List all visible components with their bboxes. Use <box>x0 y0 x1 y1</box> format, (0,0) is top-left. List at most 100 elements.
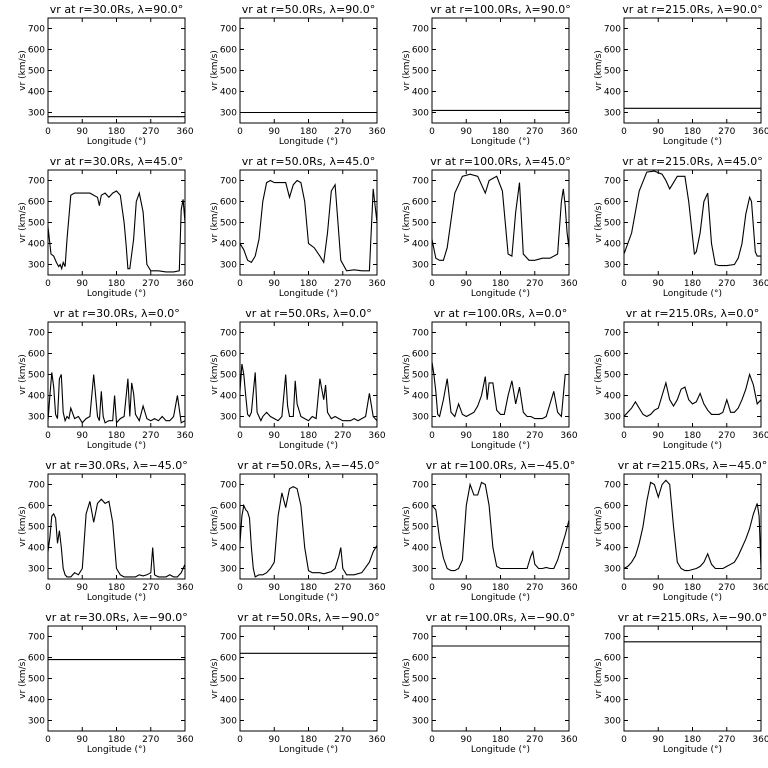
panel-title: vr at r=215.0Rs, λ=45.0° <box>622 155 762 168</box>
x-axis-label: Longitude (°) <box>471 441 530 451</box>
y-tick-label: 700 <box>604 329 621 339</box>
panel-2-2: vr at r=100.0Rs, λ=0.0° 0 90 180 270 360 300 40… <box>402 307 578 451</box>
panel-0-0: vr at r=30.0Rs, λ=90.0° 0 90 180 270 360 300 40… <box>18 3 194 147</box>
y-tick-label: 300 <box>28 109 45 119</box>
x-tick-label: 180 <box>492 431 509 441</box>
x-tick-label: 180 <box>300 279 317 289</box>
y-tick-label: 700 <box>220 329 237 339</box>
y-tick-label: 400 <box>28 392 45 402</box>
panel-title: vr at r=50.0Rs, λ=45.0° <box>242 155 375 168</box>
panel-0-2: vr at r=100.0Rs, λ=90.0° 0 90 180 270 360 300 4… <box>402 3 578 147</box>
y-tick-label: 300 <box>220 413 237 423</box>
panel-title: vr at r=100.0Rs, λ=−45.0° <box>426 459 576 472</box>
x-tick-label: 270 <box>142 127 159 137</box>
y-tick-label: 300 <box>604 109 621 119</box>
y-tick-label: 300 <box>604 413 621 423</box>
x-axis-label: Longitude (°) <box>279 137 338 147</box>
panel-0-1: vr at r=50.0Rs, λ=90.0° 0 90 180 270 360 300 40… <box>210 3 386 147</box>
x-tick-label: 270 <box>142 583 159 593</box>
x-tick-label: 270 <box>334 279 351 289</box>
y-tick-label: 500 <box>412 219 429 229</box>
y-tick-label: 600 <box>220 46 237 56</box>
x-axis-label: Longitude (°) <box>279 289 338 299</box>
y-tick-label: 700 <box>28 25 45 35</box>
x-tick-label: 360 <box>176 279 193 289</box>
x-tick-label: 360 <box>560 735 577 745</box>
axes-frame <box>623 473 762 580</box>
y-tick-label: 300 <box>28 261 45 271</box>
axes-frame <box>431 473 570 580</box>
y-tick-label: 500 <box>220 219 237 229</box>
panel-1-1: vr at r=50.0Rs, λ=45.0° 0 90 180 270 360 300 40… <box>210 155 386 299</box>
x-tick-label: 180 <box>300 431 317 441</box>
x-tick-label: 0 <box>429 583 435 593</box>
x-tick-label: 270 <box>718 583 735 593</box>
x-tick-label: 360 <box>368 127 385 137</box>
y-tick-label: 300 <box>220 109 237 119</box>
y-tick-label: 400 <box>604 88 621 98</box>
x-tick-label: 90 <box>269 735 281 745</box>
x-tick-label: 0 <box>237 431 243 441</box>
panel-title: vr at r=50.0Rs, λ=90.0° <box>242 3 375 16</box>
axes-frame <box>47 17 186 124</box>
y-axis-label: vr (km/s) <box>402 658 412 699</box>
y-axis-label: vr (km/s) <box>402 354 412 395</box>
y-tick-label: 300 <box>412 261 429 271</box>
x-tick-label: 180 <box>492 279 509 289</box>
y-tick-label: 500 <box>412 67 429 77</box>
y-tick-label: 400 <box>28 544 45 554</box>
y-tick-label: 700 <box>604 633 621 643</box>
y-tick-label: 400 <box>604 392 621 402</box>
x-tick-label: 90 <box>653 735 665 745</box>
x-tick-label: 180 <box>684 583 701 593</box>
y-axis-label: vr (km/s) <box>594 354 604 395</box>
y-tick-label: 700 <box>412 481 429 491</box>
x-tick-label: 180 <box>492 735 509 745</box>
x-tick-label: 180 <box>300 127 317 137</box>
y-axis-label: vr (km/s) <box>210 354 220 395</box>
panel-title: vr at r=30.0Rs, λ=−90.0° <box>45 611 188 624</box>
y-tick-label: 400 <box>220 392 237 402</box>
panel-0-3: vr at r=215.0Rs, λ=90.0° 0 90 180 270 360 300 4… <box>594 3 768 147</box>
panel-title: vr at r=100.0Rs, λ=90.0° <box>430 3 570 16</box>
x-tick-label: 360 <box>368 735 385 745</box>
x-tick-label: 90 <box>77 431 89 441</box>
x-axis-label: Longitude (°) <box>471 745 530 755</box>
panel-1-3: vr at r=215.0Rs, λ=45.0° 0 90 180 270 360 300 4… <box>594 155 768 299</box>
x-tick-label: 90 <box>461 735 473 745</box>
panel-title: vr at r=30.0Rs, λ=0.0° <box>53 307 179 320</box>
y-tick-label: 500 <box>28 67 45 77</box>
y-tick-label: 700 <box>28 481 45 491</box>
y-tick-label: 700 <box>220 25 237 35</box>
x-tick-label: 0 <box>237 583 243 593</box>
x-tick-label: 0 <box>237 279 243 289</box>
y-tick-label: 600 <box>604 654 621 664</box>
x-axis-label: Longitude (°) <box>279 593 338 603</box>
y-tick-label: 300 <box>604 565 621 575</box>
x-axis-label: Longitude (°) <box>87 593 146 603</box>
y-tick-label: 500 <box>604 67 621 77</box>
y-tick-label: 700 <box>220 481 237 491</box>
y-tick-label: 500 <box>604 675 621 685</box>
panel-title: vr at r=50.0Rs, λ=−90.0° <box>237 611 380 624</box>
y-axis-label: vr (km/s) <box>210 658 220 699</box>
y-tick-label: 400 <box>28 240 45 250</box>
y-tick-label: 500 <box>28 371 45 381</box>
panel-2-1: vr at r=50.0Rs, λ=0.0° 0 90 180 270 360 300 400… <box>210 307 386 451</box>
panel-title: vr at r=30.0Rs, λ=−45.0° <box>45 459 188 472</box>
x-tick-label: 360 <box>752 279 768 289</box>
y-tick-label: 700 <box>412 329 429 339</box>
x-tick-label: 360 <box>368 583 385 593</box>
x-tick-label: 0 <box>429 127 435 137</box>
y-tick-label: 300 <box>412 717 429 727</box>
panel-title: vr at r=100.0Rs, λ=−90.0° <box>426 611 576 624</box>
axes-frame <box>431 17 570 124</box>
x-tick-label: 90 <box>269 279 281 289</box>
series-line <box>239 363 378 423</box>
x-tick-label: 90 <box>269 583 281 593</box>
x-tick-label: 270 <box>334 583 351 593</box>
x-tick-label: 360 <box>752 735 768 745</box>
y-tick-label: 400 <box>220 88 237 98</box>
x-tick-label: 0 <box>45 735 51 745</box>
